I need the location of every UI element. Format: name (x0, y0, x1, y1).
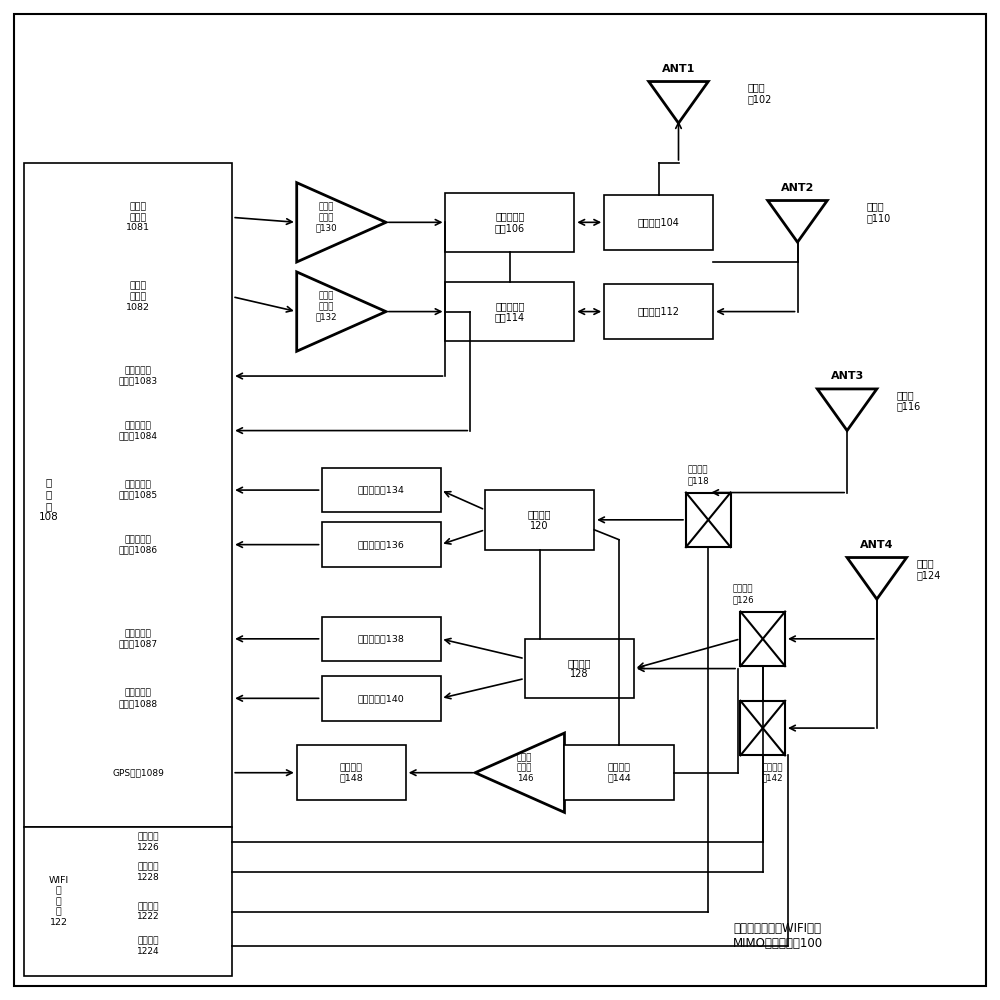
Text: 第一滤波器
组件106: 第一滤波器 组件106 (495, 212, 525, 233)
Bar (322, 522, 441, 567)
Text: 第二发
射端口
1082: 第二发 射端口 1082 (126, 282, 150, 312)
Text: 低噪声
放大器
146: 低噪声 放大器 146 (517, 753, 533, 783)
Bar (322, 617, 441, 661)
Bar (24, 827, 232, 976)
Bar (604, 284, 713, 339)
Text: 第二主集接
收端口1084: 第二主集接 收端口1084 (119, 421, 158, 440)
Text: 第三分集接
收端口1087: 第三分集接 收端口1087 (118, 629, 158, 649)
Bar (485, 490, 594, 550)
Text: 第一天
线102: 第一天 线102 (748, 83, 772, 104)
Text: 第二滤波器136: 第二滤波器136 (358, 540, 404, 549)
Text: 收
发
器
108: 收 发 器 108 (39, 478, 59, 522)
Text: ANT4: ANT4 (860, 540, 894, 550)
Text: GPS端口1089: GPS端口1089 (112, 768, 164, 777)
Text: 第二滤波器
组件114: 第二滤波器 组件114 (495, 301, 525, 322)
Bar (297, 745, 406, 800)
Bar (445, 282, 574, 341)
Text: 第四分集接
收端口1088: 第四分集接 收端口1088 (118, 689, 158, 708)
Text: ANT1: ANT1 (662, 64, 695, 74)
Text: ANT3: ANT3 (830, 371, 864, 381)
Text: 第一滤波器134: 第一滤波器134 (358, 486, 404, 495)
Text: 第一发
射端口
1081: 第一发 射端口 1081 (126, 202, 150, 232)
Text: ANT2: ANT2 (781, 183, 814, 193)
Text: 第四滤波器140: 第四滤波器140 (358, 694, 404, 703)
Text: 第六滤波
器148: 第六滤波 器148 (339, 763, 363, 782)
Text: 第一端口
1222: 第一端口 1222 (137, 902, 159, 921)
Text: 第三滤波器138: 第三滤波器138 (358, 634, 404, 643)
Bar (686, 493, 731, 547)
Text: 第二开关112: 第二开关112 (638, 307, 680, 317)
Text: 第二分集接
收端口1086: 第二分集接 收端口1086 (118, 535, 158, 554)
Bar (740, 612, 785, 666)
Text: 第四开关
128: 第四开关 128 (568, 658, 591, 679)
Text: WIFI
收
发
器
122: WIFI 收 发 器 122 (49, 876, 69, 927)
Bar (525, 639, 634, 698)
Text: 第四端口
1228: 第四端口 1228 (137, 862, 159, 882)
Text: 第三开关
120: 第三开关 120 (528, 509, 551, 531)
Text: 第一分频
器118: 第一分频 器118 (688, 466, 709, 485)
Bar (564, 745, 674, 800)
Text: 第二分频
器126: 第二分频 器126 (732, 585, 754, 604)
Bar (740, 701, 785, 755)
Text: 第二功
率放大
器132: 第二功 率放大 器132 (316, 292, 337, 322)
Text: 实现载波聚合和WIFI双频
MIMO的控制电路100: 实现载波聚合和WIFI双频 MIMO的控制电路100 (733, 922, 823, 950)
Text: 第四天
线124: 第四天 线124 (917, 559, 941, 580)
Text: 第一分集接
收端口1085: 第一分集接 收端口1085 (118, 480, 158, 500)
Text: 第二端口
1224: 第二端口 1224 (137, 937, 159, 956)
Bar (24, 163, 232, 827)
Text: 第五滤波
器144: 第五滤波 器144 (607, 763, 631, 782)
Bar (604, 195, 713, 250)
Bar (322, 468, 441, 512)
Bar (322, 676, 441, 721)
Text: 第一主集接
收端口1083: 第一主集接 收端口1083 (118, 366, 158, 386)
Text: 第二天
线110: 第二天 线110 (867, 202, 891, 223)
Text: 第三天
线116: 第三天 线116 (897, 390, 921, 412)
Text: 第二分频
器142: 第二分频 器142 (762, 763, 784, 782)
Text: 第三端口
1226: 第三端口 1226 (137, 832, 159, 852)
Text: 第一开关104: 第一开关104 (638, 217, 680, 227)
Text: 第一功
率放大
器130: 第一功 率放大 器130 (316, 202, 337, 232)
Bar (445, 193, 574, 252)
